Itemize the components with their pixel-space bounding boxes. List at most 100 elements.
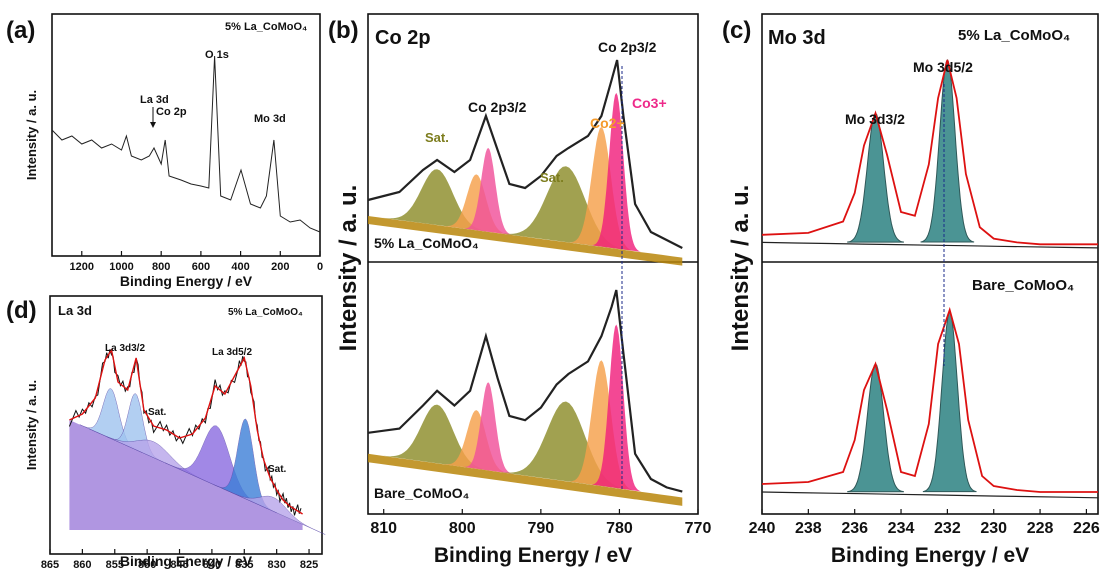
panel-d-tick-label: 825 [300,559,318,569]
panel-c-top-peak-fill [847,112,904,243]
panel-a-tick-label: 800 [152,261,170,273]
panel-d-x-ticks: 865 860 855 850 845 840 835 830 825 [41,549,318,569]
panel-a-la-arrow-head [150,122,156,128]
panel-d-background [69,420,303,530]
panel-c-tick-label: 236 [841,520,868,537]
panel-a-tick-label: 0 [317,261,323,273]
panel-b: (b) Co 2p 5% La_CoMoO₄ Bare_CoMoO₄ Sat. … [328,13,711,567]
panel-c: (c) Mo 3d 5% La_CoMoO₄ Bare_CoMoO₄ Mo 3d… [722,13,1100,567]
panel-c-bottom-baseline [761,491,1099,499]
panel-c-tick-label: 226 [1073,520,1100,537]
panel-d-annotation: La 3d5/2 [212,347,252,358]
panel-c-bottom-sample: Bare_CoMoO₄ [972,277,1074,294]
panel-c-bottom-fit-envelope [761,306,1098,493]
panel-d-xlabel: Binding Energy / eV [120,553,253,569]
panel-b-bottom-background [368,453,683,506]
panel-b-top-peak-fill [443,174,510,235]
panel-a-x-ticks: 1200 1000 800 600 400 200 0 [70,251,323,273]
panel-c-tick-label: 230 [980,520,1007,537]
panel-c-annotation: Mo 3d3/2 [845,111,905,127]
panel-a-ylabel: Intensity / a. u. [24,90,39,180]
panel-b-top-background [368,216,683,266]
panel-d-title: La 3d [58,303,92,318]
panel-d-tick-label: 855 [106,559,124,569]
panel-c-tick-label: 234 [888,520,915,537]
panel-b-bottom-spectrum [367,289,683,506]
panel-b-bottom-peak-fill [500,401,632,491]
panel-a-annotation: O 1s [205,49,229,61]
panel-b-tick-label: 800 [449,520,476,537]
panel-c-tick-label: 228 [1027,520,1054,537]
panel-d-tick-label: 835 [235,559,253,569]
panel-c-top-peak-fill [920,59,975,243]
panel-b-tick-label: 790 [528,520,555,537]
panel-b-bottom-sample: Bare_CoMoO₄ [374,485,469,501]
panel-b-tick-label: 770 [685,520,712,537]
panel-c-top-fit-envelope [761,59,1098,246]
panel-b-tick-label: 810 [370,520,397,537]
panel-c-top-baseline [761,241,1099,249]
panel-b-top-peak-fill [591,92,641,252]
panel-a-xlabel: Binding Energy / eV [120,273,253,289]
panel-b-title: Co 2p [375,27,431,49]
panel-b-bottom-peak-fill [382,404,493,471]
panel-b-bottom-peak-fill [591,324,641,492]
panel-b-letter: (b) [328,17,359,44]
panel-d-annotation: Sat. [268,464,287,475]
panel-b-top-spectrum [367,59,683,266]
panel-a-annotation: La 3d [140,94,169,106]
panel-b-bottom-peak-fill [443,410,510,474]
panel-a-tick-label: 1000 [109,261,133,273]
panel-b-tick-label: 780 [606,520,633,537]
panel-c-tick-label: 240 [749,520,776,537]
panel-b-annotation: Co2+ [590,115,625,131]
panel-b-annotation: Sat. [540,170,564,185]
panel-c-top-sample: 5% La_CoMoO₄ [958,27,1070,44]
panel-b-top-peak-fill [463,147,513,235]
panel-b-bottom-peak-fill [568,360,635,491]
panel-a-frame [51,13,321,257]
panel-b-top-raw-curve [367,59,683,249]
panel-b-frame [367,13,699,515]
panel-d-tick-label: 850 [138,559,156,569]
panel-c-bottom-peak-fill [847,363,904,493]
panel-d-annotation: La 3d3/2 [105,343,145,354]
panel-b-x-ticks: 810 800 790 780 770 [370,509,711,537]
panel-d-fitted-peaks [69,388,326,535]
panel-b-xlabel: Binding Energy / eV [434,544,632,567]
panel-d-tick-label: 830 [267,559,285,569]
panel-b-top-peak-fill [382,169,493,233]
panel-a-tick-label: 600 [192,261,210,273]
panel-b-annotation: Sat. [425,130,449,145]
panel-c-ylabel: Intensity / a. u. [727,185,754,352]
panel-b-ylabel: Intensity / a. u. [335,185,362,352]
panel-a-letter: (a) [6,17,35,44]
panel-d-tick-label: 840 [203,559,221,569]
panel-d-letter: (d) [6,297,37,324]
panel-b-annotation: Co 2p3/2 [598,39,657,55]
panel-d: (d) La 3d 5% La_CoMoO₄ La 3d3/2 Sat. La … [6,295,326,569]
panel-a-tick-label: 400 [231,261,249,273]
panel-d-tick-label: 860 [73,559,91,569]
panel-a: (a) 5% La_CoMoO₄ O 1s La 3d Co 2p Mo 3d … [6,13,323,289]
panel-c-title: Mo 3d [768,27,826,49]
panel-a-tick-label: 1200 [70,261,94,273]
panel-a-annotation: Mo 3d [254,113,286,125]
panel-d-ylabel: Intensity / a. u. [24,380,39,470]
panel-b-bottom-peak-fill [463,382,513,474]
panel-a-sample: 5% La_CoMoO₄ [225,21,307,33]
panel-a-survey-curve [51,55,321,233]
panel-b-top-sample: 5% La_CoMoO₄ [374,235,479,251]
panel-b-annotation: Co3+ [632,95,667,111]
panel-c-letter: (c) [722,17,751,44]
panel-d-fit-envelope [69,348,303,515]
panel-c-frame [761,13,1099,515]
panel-d-annotation: Sat. [148,407,167,418]
panel-d-frame [49,295,323,555]
panel-d-sample: 5% La_CoMoO₄ [228,307,303,318]
panel-c-tick-label: 238 [795,520,822,537]
panel-c-bottom-spectrum [761,306,1099,499]
panel-b-bottom-raw-curve [367,289,683,493]
panel-d-tick-label: 845 [170,559,188,569]
